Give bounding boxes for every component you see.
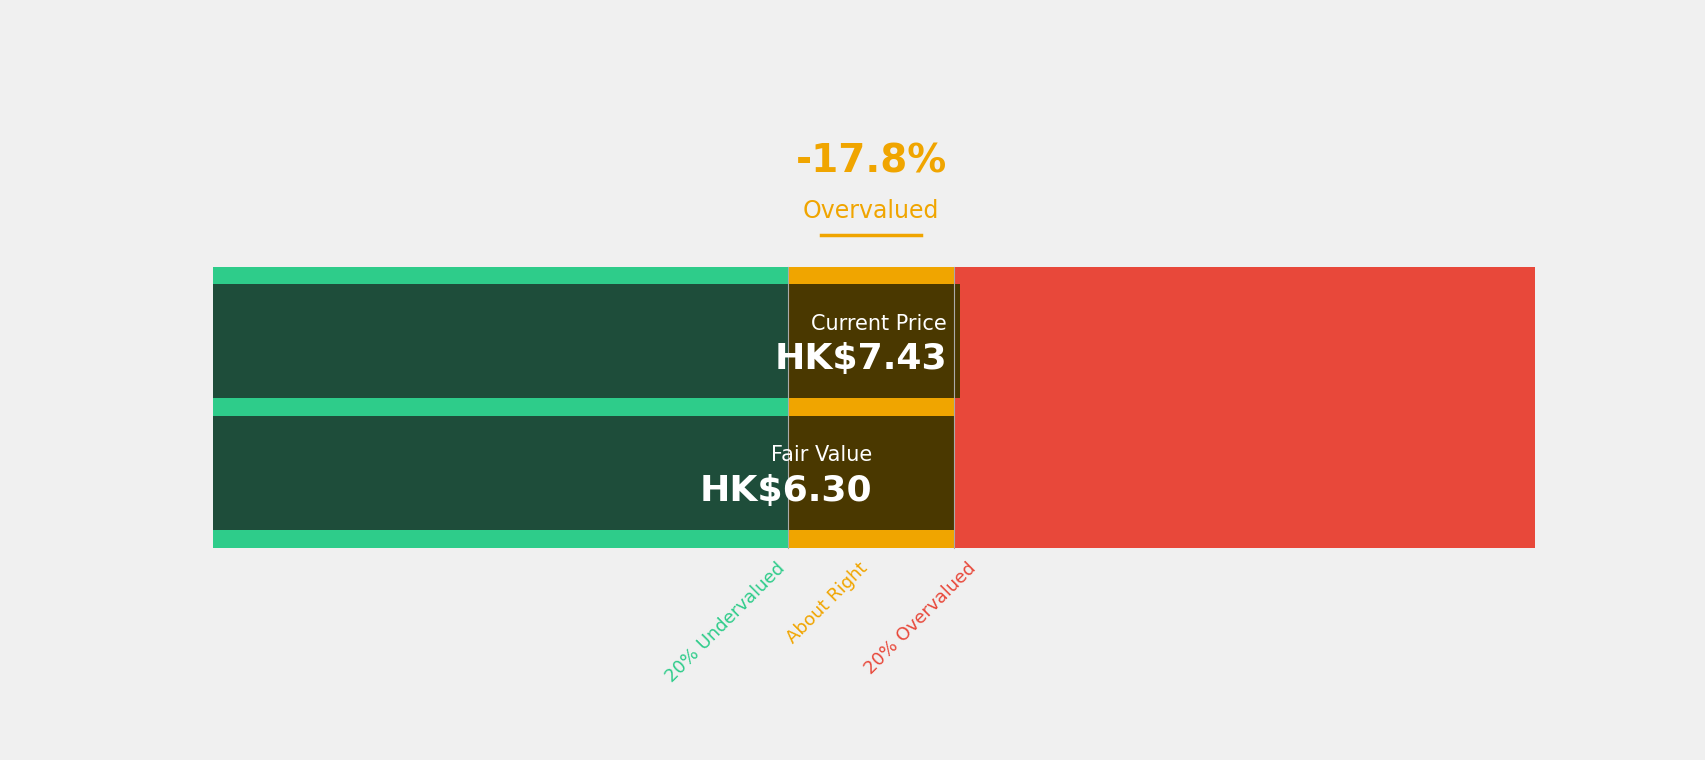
Text: HK$6.30: HK$6.30	[699, 473, 873, 508]
Bar	[788, 284, 960, 398]
Bar	[788, 416, 878, 530]
Bar	[213, 284, 788, 398]
Text: -17.8%: -17.8%	[795, 142, 946, 180]
Bar	[953, 416, 1534, 530]
Text: Overvalued: Overvalued	[803, 199, 939, 223]
Bar	[953, 530, 1534, 548]
Bar	[213, 530, 788, 548]
Bar	[213, 267, 788, 284]
Bar	[788, 267, 953, 284]
Bar	[788, 530, 953, 548]
Text: Fair Value: Fair Value	[771, 445, 873, 465]
Bar	[953, 284, 1534, 398]
Bar	[953, 398, 1534, 416]
Text: HK$7.43: HK$7.43	[774, 342, 946, 376]
Bar	[788, 416, 953, 530]
Text: 20% Undervalued: 20% Undervalued	[662, 559, 788, 686]
Bar	[213, 416, 788, 530]
Text: Current Price: Current Price	[812, 314, 946, 334]
Text: About Right: About Right	[783, 559, 871, 648]
Bar	[953, 267, 1534, 284]
Bar	[213, 398, 788, 416]
Bar	[788, 284, 953, 398]
Text: 20% Overvalued: 20% Overvalued	[861, 559, 979, 678]
Bar	[788, 398, 953, 416]
